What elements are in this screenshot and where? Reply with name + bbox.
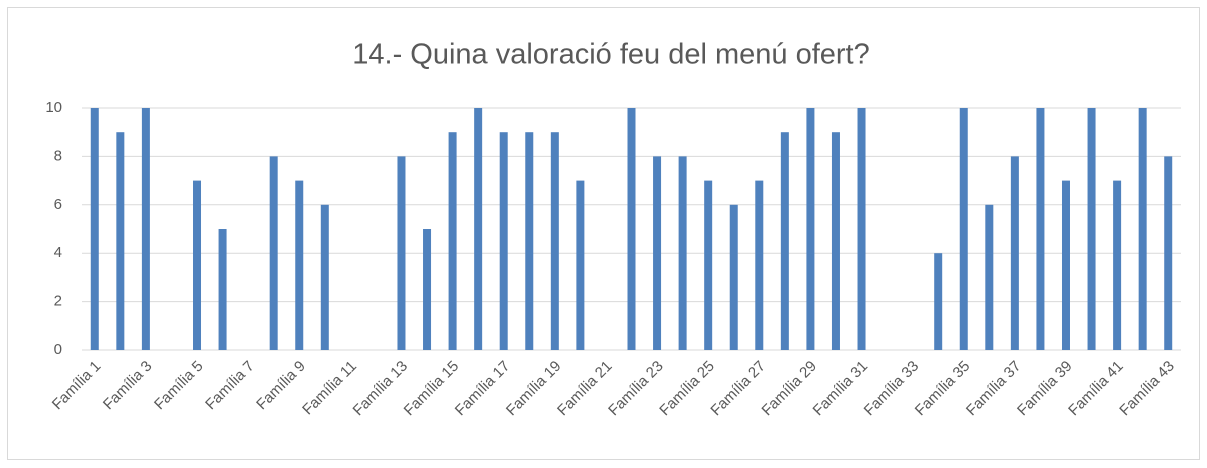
bar	[550, 132, 559, 350]
bar	[193, 180, 202, 350]
bar	[934, 253, 943, 350]
bar	[704, 180, 713, 350]
bar	[474, 108, 483, 350]
bar	[1113, 180, 1122, 350]
bar	[729, 204, 738, 350]
bar	[218, 229, 227, 350]
bar	[499, 132, 508, 350]
bar	[269, 156, 278, 350]
bar	[397, 156, 406, 350]
bar	[320, 204, 329, 350]
bar	[423, 229, 432, 350]
bar	[678, 156, 687, 350]
bar	[806, 108, 815, 350]
bar	[831, 132, 840, 350]
bar	[985, 204, 994, 350]
y-tick-label: 4	[54, 244, 62, 261]
bar	[1164, 156, 1173, 350]
y-tick-label: 6	[54, 196, 62, 213]
y-tick-label: 2	[54, 293, 62, 310]
bar	[141, 108, 150, 350]
bar	[576, 180, 585, 350]
bar	[1061, 180, 1070, 350]
y-tick-label: 10	[45, 99, 62, 116]
bar	[627, 108, 636, 350]
bar	[295, 180, 304, 350]
y-tick-label: 0	[54, 341, 62, 358]
bar	[1010, 156, 1019, 350]
bar	[857, 108, 866, 350]
bar	[90, 108, 99, 350]
chart-title: 14.- Quina valoració feu del menú ofert?	[352, 39, 869, 71]
bar	[448, 132, 457, 350]
bar	[1138, 108, 1147, 350]
chart-border	[7, 7, 1200, 460]
bar	[780, 132, 789, 350]
bar	[116, 132, 125, 350]
bar	[1087, 108, 1096, 350]
bar	[653, 156, 662, 350]
y-tick-label: 8	[54, 147, 62, 164]
bar	[525, 132, 534, 350]
bar	[1036, 108, 1045, 350]
bar	[755, 180, 764, 350]
bar	[959, 108, 968, 350]
